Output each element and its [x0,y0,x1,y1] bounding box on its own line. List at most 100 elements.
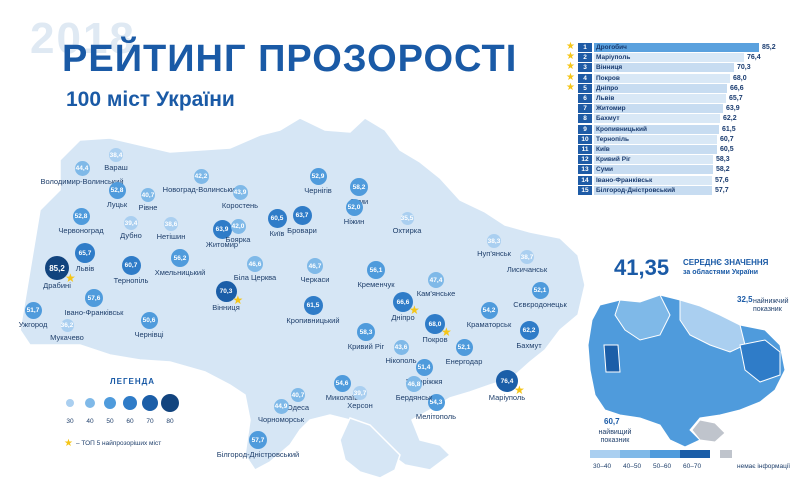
city-marker-кременчук[interactable]: 56,1 [367,261,385,279]
city-label-нікополь: Нікополь [385,355,417,365]
city-label-івано-франківськ: Івано-Франківськ [64,308,124,317]
city-marker-володимир-волинський[interactable]: 44,4 [74,160,90,176]
city-marker-тернопіль[interactable]: 60,7 [121,255,141,275]
city-marker-мелітополь[interactable]: 54,3 [427,393,445,411]
city-marker-бровари[interactable]: 63,7 [292,205,312,225]
city-label-хмельницький: Хмельницький [154,268,206,277]
city-label-охтирка: Охтирка [392,225,422,235]
city-marker-кропивницький[interactable]: 61,5 [303,295,323,315]
city-marker-херсон[interactable]: 39,7 [353,386,367,400]
city-marker-нікополь[interactable]: 43,6 [393,339,409,355]
scale-label-1: 30–40 [593,463,612,470]
city-marker-ужгород[interactable]: 51,7 [24,301,42,319]
top5-star-icon: ★ [409,303,420,317]
ranking-bar [594,53,744,63]
ranking-number: 6 [578,94,592,103]
city-marker-білгород-дністровський[interactable]: 57,7 [249,431,267,449]
legend-dot [85,398,95,408]
ranking-bar [594,43,759,52]
city-marker-драбині[interactable]: 85,2 [45,256,69,280]
city-marker-маріуполь[interactable]: 76,4 [496,370,518,392]
legend-star-note: – ТОП 5 найпрозоріших міст [76,440,162,447]
city-marker-київ[interactable]: 60,5 [267,208,287,228]
ranking-value: 70,3 [737,64,751,72]
ranking-value: 62,2 [723,115,737,123]
city-label-бердянськ: Бердянськ [395,393,433,402]
city-label-кривий-ріг: Кривий Ріг [347,342,385,351]
city-marker-івано-франківськ[interactable]: 57,6 [85,289,103,307]
ranking-row: 13 Суми 58,2 [566,165,786,175]
ranking-number: 14 [578,175,592,185]
city-marker-кам-янське[interactable]: 47,4 [428,272,444,288]
city-marker-боярка[interactable]: 42,0 [230,218,246,234]
ranking-row: 9 Кропивницький 61,5 [566,124,786,134]
city-marker-рівне[interactable]: 40,7 [141,188,155,202]
ranking-number: 12 [578,155,592,165]
ranking-number: 4 [578,73,592,83]
city-marker-хмельницький[interactable]: 56,2 [171,249,189,267]
city-marker-львів[interactable]: 65,7 [75,243,95,263]
city-marker-коростень[interactable]: 43,9 [232,184,248,200]
city-marker-вараш[interactable]: 38,4 [109,148,123,162]
ranking-value: 61,5 [722,125,736,133]
city-marker-суми[interactable]: 58,2 [350,178,368,196]
city-marker-запоріжжя[interactable]: 51,4 [415,358,433,376]
city-marker-кривий-ріг[interactable]: 58,3 [357,323,375,341]
no-data-swatch [720,450,732,458]
city-marker-житомир[interactable]: 63,9 [212,219,232,239]
city-marker-чернігів[interactable]: 52,9 [309,167,327,185]
top5-star-icon: ★ [566,81,575,93]
ranking-city-name: Маріуполь [596,54,631,62]
city-marker-мукачево[interactable]: 36,2 [60,318,74,332]
legend-dot [66,399,74,407]
ranking-number: 15 [578,185,592,195]
ranking-bar [594,155,713,165]
city-label-чернігів: Чернігів [304,185,332,195]
city-marker-черкаси[interactable]: 46,7 [307,258,323,274]
city-label-кременчук: Кременчук [357,280,395,289]
city-label-дубно: Дубно [120,231,142,240]
city-marker-дніпро[interactable]: 66,6 [393,292,413,312]
city-marker-ніжин[interactable]: 52,0 [345,198,363,216]
city-marker-чернівці[interactable]: 50,6 [140,311,158,329]
city-marker-енергодар[interactable]: 52,1 [455,338,473,356]
city-marker-вінниця[interactable]: 70,3 [215,280,237,302]
ranking-bar [594,175,712,185]
ranking-city-name: Кропивницький [596,125,647,133]
city-marker-сєвєродонецьк[interactable]: 52,1 [531,281,549,299]
city-label-чернівці: Чернівці [134,329,164,339]
ranking-row: 7 Житомир 63,9 [566,104,786,114]
city-marker-чорноморськ[interactable]: 44,9 [273,398,289,414]
city-marker-біла-церква[interactable]: 46,6 [247,256,263,272]
ranking-row: 6 Львів 65,7 [566,94,786,103]
city-marker-дубно[interactable]: 39,4 [124,216,138,230]
top5-star-icon: ★ [65,271,76,285]
city-marker-новоград-волинський[interactable]: 42,2 [193,168,209,184]
legend-value: 60 [126,418,134,425]
city-label-мукачево: Мукачево [50,332,84,342]
city-marker-бердянськ[interactable]: 46,8 [406,376,422,392]
inset-crimea-nodata [691,419,726,443]
city-marker-охтирка[interactable]: 35,5 [400,211,414,225]
crimea-outline [339,417,401,479]
ranking-city-name: Дніпро [596,84,619,92]
city-label-вінниця: Вінниця [212,302,240,312]
city-marker-нуп-янськ[interactable]: 38,3 [487,234,501,248]
legend-value: 70 [146,418,154,425]
city-marker-покров[interactable]: 68,0 [425,314,445,334]
city-marker-одеса[interactable]: 40,7 [291,388,305,402]
legend-title: ЛЕГЕНДА [110,377,156,386]
city-marker-червоноград[interactable]: 52,8 [72,207,90,225]
city-label-запоріжжя: Запоріжжя [405,376,443,386]
city-marker-нетішин[interactable]: 38,6 [164,217,178,231]
city-marker-луцьк[interactable]: 52,8 [108,181,126,199]
city-marker-бахмут[interactable]: 62,2 [519,320,539,340]
city-label-чорноморськ: Чорноморськ [257,414,305,424]
city-marker-лисичанськ[interactable]: 38,7 [520,250,534,264]
ranking-value: 76,4 [747,54,761,62]
city-marker-миколаїв[interactable]: 54,6 [333,374,351,392]
city-marker-краматорськ[interactable]: 54,2 [480,301,498,319]
legend-value: 50 [106,418,114,425]
city-label-рівне: Рівне [138,203,158,212]
